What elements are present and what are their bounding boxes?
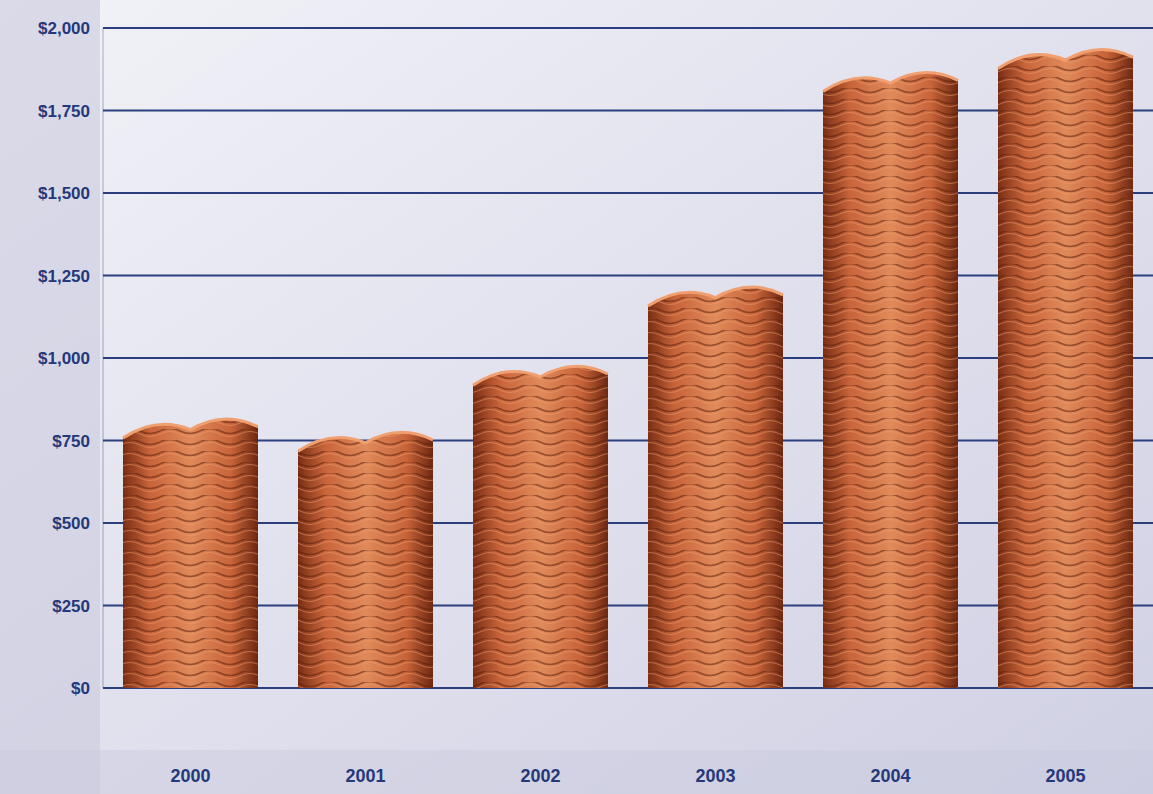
grid-line xyxy=(103,687,1153,689)
category-label: 2004 xyxy=(870,766,910,786)
grid-line xyxy=(103,192,1153,194)
bar-cap xyxy=(123,419,258,438)
axis-band xyxy=(0,750,1153,794)
category-label: 2002 xyxy=(520,766,560,786)
grid-line xyxy=(103,440,1153,442)
axis-line xyxy=(103,28,104,688)
bars xyxy=(123,49,1133,688)
bar-cap xyxy=(823,73,958,92)
grid-line xyxy=(103,27,1153,29)
tick-label: $500 xyxy=(52,514,90,533)
bar-tiles xyxy=(998,49,1133,688)
bar-tiles xyxy=(823,73,958,688)
bar-cap xyxy=(298,432,433,451)
tick-label: $750 xyxy=(52,432,90,451)
grid-line xyxy=(103,110,1153,112)
grid-line xyxy=(103,522,1153,524)
bar xyxy=(473,366,608,688)
bar-tiles xyxy=(298,432,433,688)
bar-cap xyxy=(648,287,783,306)
tick-label: $1,750 xyxy=(38,102,90,121)
chart: $0 $250 $500 $750 $1,000 $1,250 $1,500 $1,750 $2… xyxy=(0,0,1153,794)
category-label: 2000 xyxy=(170,766,210,786)
bar xyxy=(823,73,958,688)
grid-line xyxy=(103,357,1153,359)
bar-body xyxy=(298,432,433,688)
bar-body xyxy=(473,366,608,688)
grid-line xyxy=(103,605,1153,607)
bar-cap xyxy=(473,366,608,385)
background xyxy=(0,0,1153,794)
tick-label: $1,500 xyxy=(38,184,90,203)
bar-body xyxy=(998,49,1133,688)
bar-body xyxy=(823,73,958,688)
tick-label: $250 xyxy=(52,597,90,616)
category-label: 2003 xyxy=(695,766,735,786)
category-label: 2005 xyxy=(1045,766,1085,786)
tick-label: $1,000 xyxy=(38,349,90,368)
tick-label: $1,250 xyxy=(38,267,90,286)
tick-label: $2,000 xyxy=(38,19,90,38)
bar-body xyxy=(123,419,258,688)
tick-label: $0 xyxy=(71,679,90,698)
bar xyxy=(123,419,258,688)
bar-tiles xyxy=(473,366,608,688)
bar xyxy=(648,287,783,688)
grid-line xyxy=(103,275,1153,277)
bar-cap xyxy=(998,49,1133,68)
bar-tiles xyxy=(648,287,783,688)
bar-tiles xyxy=(123,419,258,688)
bar-body xyxy=(648,287,783,688)
category-label: 2001 xyxy=(345,766,385,786)
axis-band xyxy=(0,0,100,794)
bar xyxy=(298,432,433,688)
bar xyxy=(998,49,1133,688)
